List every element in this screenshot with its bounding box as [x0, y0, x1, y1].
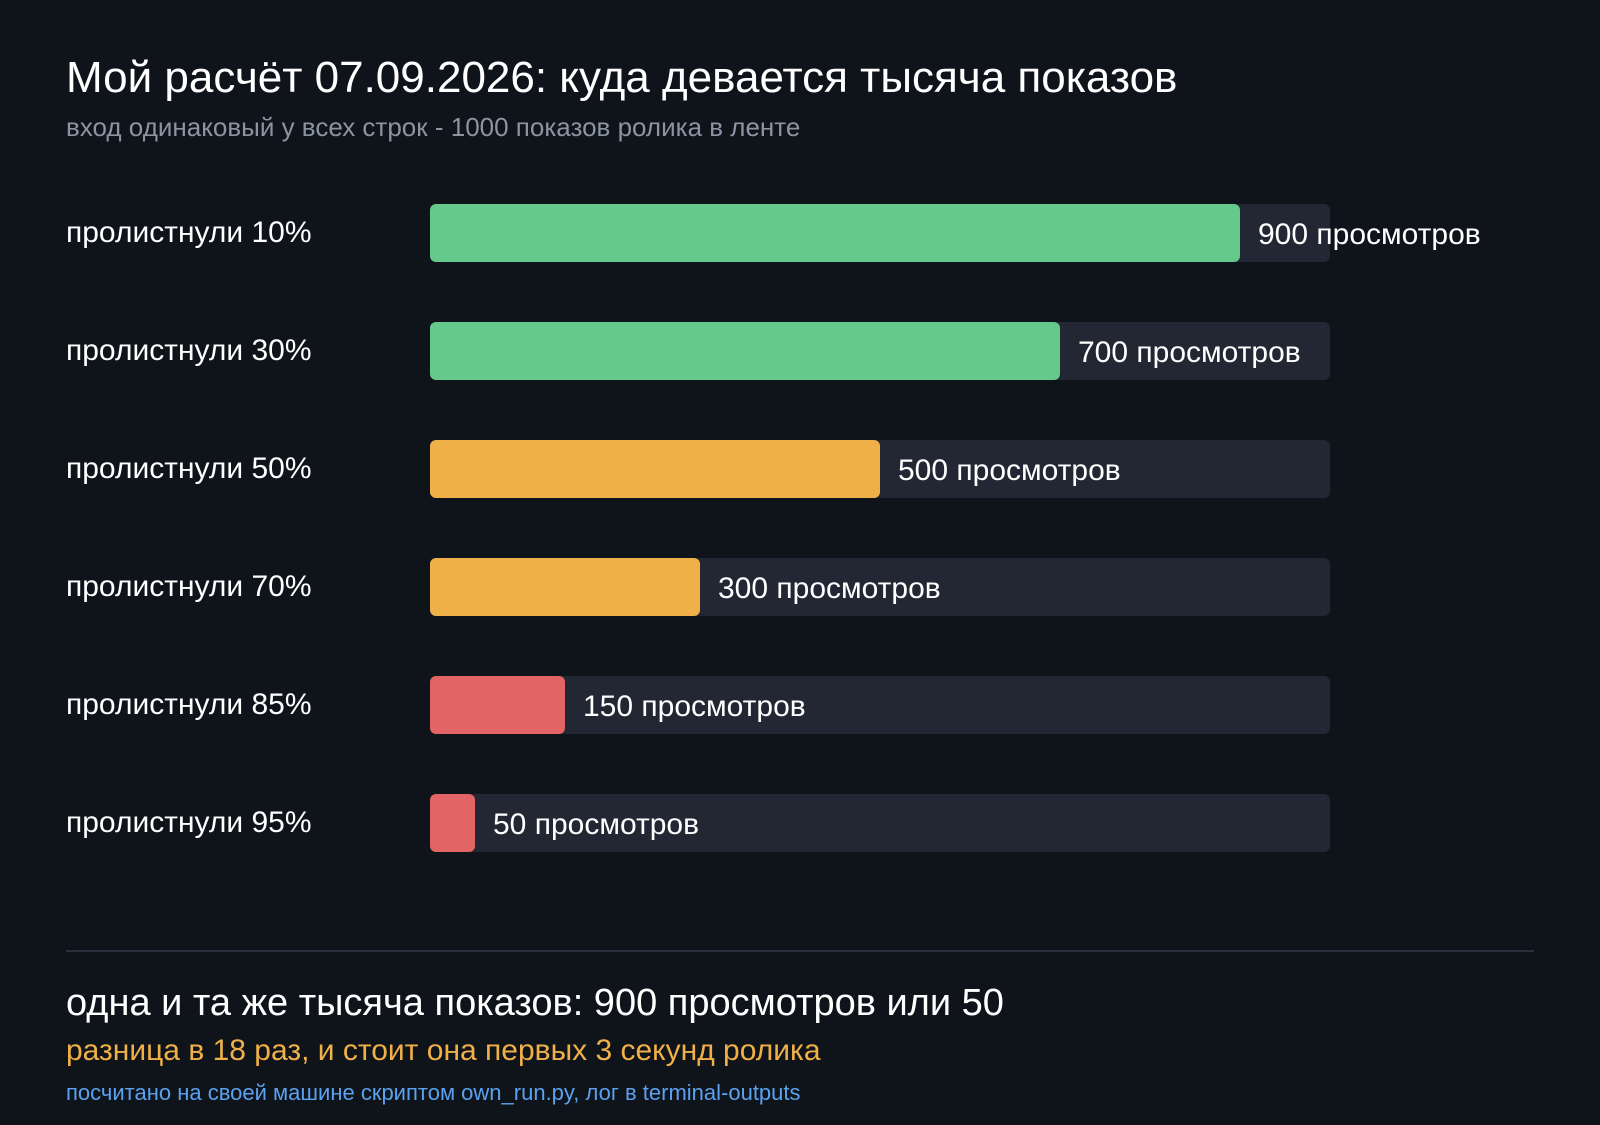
bar-track [430, 440, 1330, 498]
summary-note: посчитано на своей машине скриптом own_r… [66, 1080, 801, 1105]
bar-value-label: 500 просмотров [898, 454, 1121, 487]
bar-value-label: 700 просмотров [1078, 336, 1301, 369]
bar [430, 440, 880, 498]
bar-track [430, 794, 1330, 852]
page-subtitle: вход одинаковый у всех строк - 1000 пока… [66, 112, 801, 142]
row-label: пролистнули 95% [66, 806, 312, 839]
bar-value-label: 150 просмотров [583, 690, 806, 723]
bar [430, 558, 700, 616]
divider [66, 950, 1534, 952]
bar [430, 204, 1240, 262]
summary-accent: разница в 18 раз, и стоит она первых 3 с… [66, 1034, 821, 1067]
bar [430, 322, 1060, 380]
bar-track [430, 322, 1330, 380]
bar-value-label: 50 просмотров [493, 808, 700, 841]
row-label: пролистнули 70% [66, 570, 312, 603]
bar-track [430, 204, 1330, 262]
page-title: Мой расчёт 07.09.2026: куда девается тыс… [66, 53, 1178, 102]
row-label: пролистнули 10% [66, 216, 312, 249]
row-label: пролистнули 85% [66, 688, 312, 721]
summary-main: одна и та же тысяча показов: 900 просмот… [66, 982, 1004, 1024]
row-label: пролистнули 50% [66, 452, 312, 485]
bar-track [430, 676, 1330, 734]
bar-value-label: 300 просмотров [718, 572, 941, 605]
bar [430, 794, 475, 852]
bar-value-label: 900 просмотров [1258, 218, 1481, 251]
bar-track [430, 558, 1330, 616]
row-label: пролистнули 30% [66, 334, 312, 367]
bar-chart: пролистнули 10% 900 просмотров пролистнули… [66, 204, 1481, 852]
bar [430, 676, 565, 734]
